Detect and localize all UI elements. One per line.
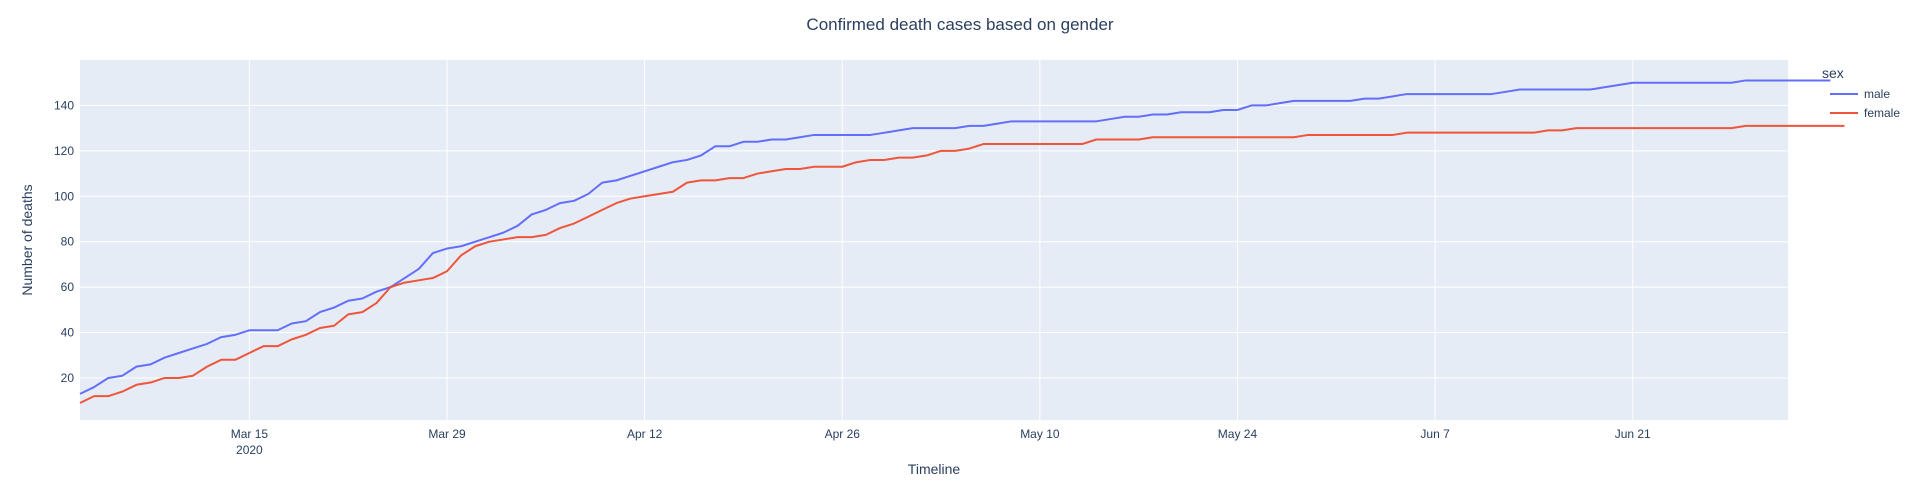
legend[interactable]: sex male female <box>1822 65 1900 120</box>
x-axis-title: Timeline <box>908 461 961 477</box>
y-tick-label: 60 <box>61 280 75 294</box>
x-tick-label: Jun 21 <box>1615 427 1651 441</box>
x-tick-label: Apr 12 <box>627 427 663 441</box>
legend-item-male[interactable]: male <box>1830 87 1890 101</box>
x-tick-label: Mar 29 <box>428 427 466 441</box>
x-tick-label: Jun 7 <box>1420 427 1450 441</box>
series-layer <box>79 79 1845 404</box>
x-tick-label: May 24 <box>1218 427 1258 441</box>
y-tick-label: 140 <box>54 98 74 112</box>
series-line-male[interactable] <box>79 79 1831 395</box>
series-line-female[interactable] <box>79 124 1845 404</box>
legend-label: female <box>1864 106 1900 120</box>
chart-title: Confirmed death cases based on gender <box>806 15 1113 34</box>
y-tick-label: 100 <box>54 189 74 203</box>
y-axis-title: Number of deaths <box>19 184 35 295</box>
y-tick-label: 80 <box>61 235 75 249</box>
x-tick-label: May 10 <box>1020 427 1060 441</box>
y-tick-label: 40 <box>61 326 75 340</box>
y-tick-label: 120 <box>54 144 74 158</box>
x-axis-ticks: Mar 15 2020 Mar 29 Apr 12 Apr 26 May 10 May 24… <box>231 427 1651 457</box>
legend-title: sex <box>1822 65 1844 81</box>
y-axis-ticks: 20 40 60 80 100 120 140 <box>54 98 74 385</box>
y-gridlines <box>80 104 1788 379</box>
legend-items[interactable]: male female <box>1830 87 1900 120</box>
y-tick-label: 20 <box>61 371 75 385</box>
x-gridlines <box>248 60 1634 420</box>
x-tick-label: Mar 15 <box>231 427 269 441</box>
x-tick-label: Apr 26 <box>825 427 861 441</box>
legend-label: male <box>1864 87 1890 101</box>
legend-item-female[interactable]: female <box>1830 106 1900 120</box>
plot-area <box>80 60 1788 420</box>
x-tick-sublabel: 2020 <box>236 443 263 457</box>
